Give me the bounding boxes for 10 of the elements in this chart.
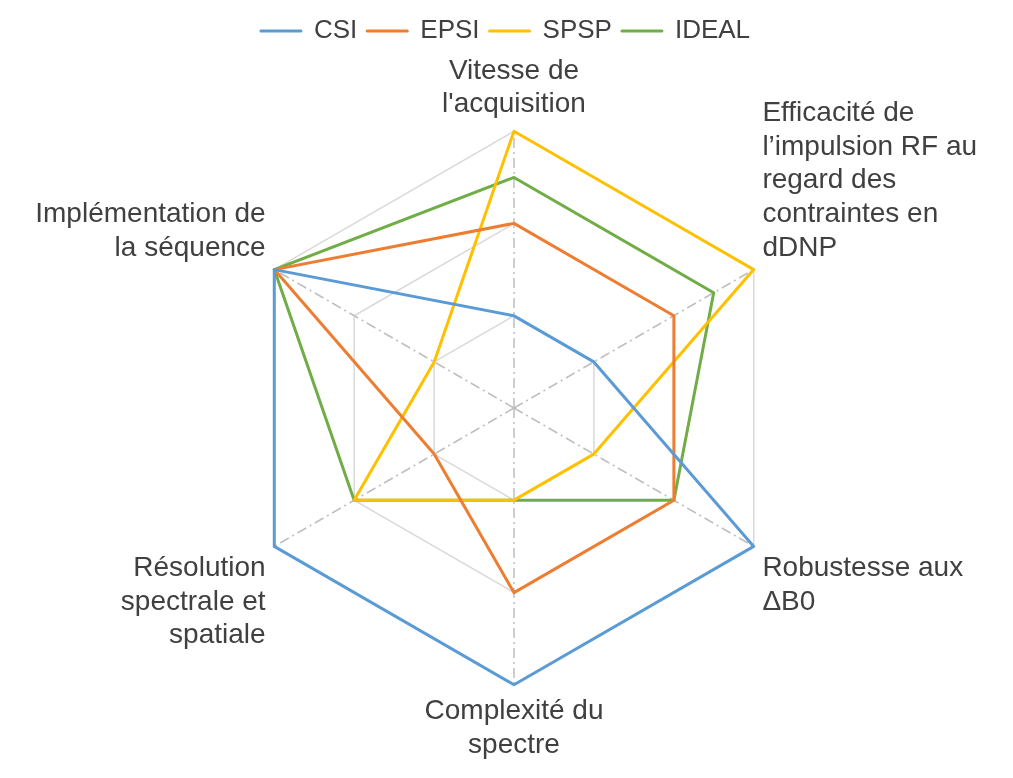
spoke-label: Robustesse aux ΔB0 (762, 550, 964, 616)
legend-label: EPSI (420, 14, 480, 45)
spoke-label: Résolution spectrale et spatiale (120, 550, 266, 650)
spoke-label: Implémentation de la séquence (35, 196, 266, 262)
spoke-label: Efficacité de l’impulsion RF au regard des contraintes en dDNP (762, 96, 978, 262)
spoke-label: Complexité du spectre (424, 694, 604, 759)
spoke-label: Vitesse de l'acquisition (442, 53, 586, 119)
legend-label: IDEAL (674, 14, 751, 45)
legend-label: CSI (313, 14, 358, 45)
legend-label: SPSP (542, 14, 612, 45)
